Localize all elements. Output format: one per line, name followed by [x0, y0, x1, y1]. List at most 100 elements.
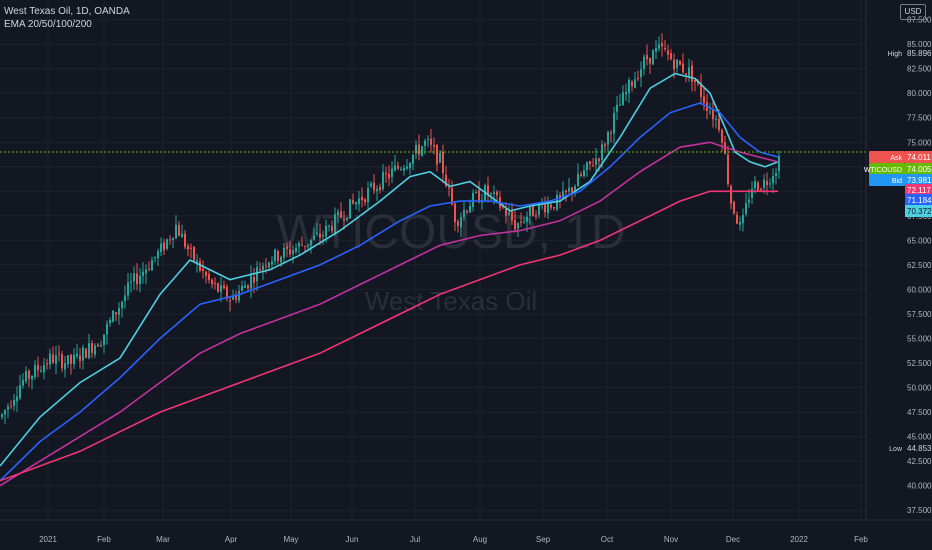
- candle-body: [721, 130, 723, 143]
- candle-body: [184, 233, 186, 247]
- price-labels: High 85.896 Low 44.853 Ask 74.011 WTICOUSD 74.0…: [864, 47, 932, 454]
- currency-button[interactable]: USD: [900, 4, 926, 20]
- candle-body: [121, 301, 123, 308]
- candle-body: [328, 225, 330, 227]
- candle-body: [322, 234, 324, 237]
- candle-body: [652, 50, 654, 65]
- candle-body: [337, 211, 339, 216]
- y-tick-label: 47.500: [907, 408, 932, 417]
- candle-body: [733, 201, 735, 214]
- candle-body: [613, 113, 615, 134]
- candle-body: [463, 210, 465, 217]
- candle-body: [703, 96, 705, 104]
- candle-body: [34, 365, 36, 378]
- candle-body: [190, 247, 192, 249]
- candle-body: [103, 334, 105, 346]
- candle-body: [166, 239, 168, 249]
- candle-body: [490, 193, 492, 195]
- y-tick-label: 37.500: [907, 506, 932, 515]
- candle-body: [241, 285, 243, 291]
- candle-body: [682, 63, 684, 73]
- candle-body: [676, 59, 678, 68]
- candle-body: [517, 223, 519, 229]
- candle-body: [649, 57, 651, 64]
- candle-body: [610, 132, 612, 134]
- candle-body: [439, 152, 441, 163]
- candle-body: [73, 354, 75, 365]
- candle-body: [691, 65, 693, 82]
- candle-body: [358, 198, 360, 205]
- candle-body: [637, 77, 639, 80]
- candle-body: [646, 54, 648, 60]
- candle-body: [133, 273, 135, 282]
- candle-body: [280, 256, 282, 263]
- candle-body: [769, 183, 771, 185]
- candle-body: [157, 251, 159, 259]
- x-tick-label: Jun: [346, 535, 359, 544]
- y-tick-label: 75.000: [907, 138, 932, 147]
- candle-body: [298, 243, 300, 247]
- candle-body: [667, 50, 669, 55]
- candle-body: [55, 355, 57, 364]
- candle-body: [136, 273, 138, 285]
- candle-body: [598, 158, 600, 162]
- candle-body: [562, 191, 564, 198]
- candle-body: [658, 44, 660, 49]
- symbol-label-tag: WTICOUSD: [864, 167, 902, 174]
- candle-body: [550, 204, 552, 208]
- candle-body: [589, 161, 591, 164]
- candle-body: [232, 295, 234, 300]
- x-tick-label: Feb: [854, 535, 868, 544]
- candle-body: [286, 246, 288, 250]
- x-tick-label: Mar: [156, 535, 170, 544]
- candle-body: [496, 191, 498, 196]
- candle-body: [508, 212, 510, 215]
- high-label-value: 85.896: [907, 49, 932, 58]
- candle-body: [457, 221, 459, 226]
- low-label-tag-bg: [869, 442, 905, 454]
- candle-body: [400, 169, 402, 171]
- candle-body: [670, 53, 672, 60]
- symbol-label-bg: [905, 163, 932, 175]
- candle-body: [772, 176, 774, 184]
- bid-label-tag-bg: [869, 174, 905, 186]
- ema100-value-value: 72.117: [907, 186, 931, 195]
- candle-body: [340, 211, 342, 218]
- candle-body: [736, 214, 738, 224]
- candle-body: [472, 192, 474, 208]
- candle-body: [604, 144, 606, 146]
- candle-body: [94, 345, 96, 355]
- ema50-value-value: 71.184: [907, 196, 932, 205]
- candle-body: [718, 118, 720, 131]
- candle-body: [664, 47, 666, 50]
- candle-body: [127, 282, 129, 296]
- candle-body: [388, 173, 390, 179]
- candle-body: [211, 279, 213, 285]
- candle-body: [514, 220, 516, 230]
- y-tick-label: 65.000: [907, 236, 932, 245]
- candle-body: [238, 291, 240, 301]
- candle-body: [715, 118, 717, 120]
- candle-body: [430, 138, 432, 145]
- y-tick-label: 55.000: [907, 334, 932, 343]
- candle-body: [442, 151, 444, 174]
- candle-body: [571, 187, 573, 192]
- x-tick-label: Dec: [726, 535, 740, 544]
- candle-body: [547, 203, 549, 214]
- candle-body: [775, 173, 777, 177]
- y-tick-label: 77.500: [907, 114, 932, 123]
- candle-body: [391, 168, 393, 177]
- x-tick-label: Feb: [97, 535, 111, 544]
- candle-body: [106, 323, 108, 335]
- candle-body: [145, 269, 147, 274]
- time-axis[interactable]: 2021 Feb Mar Apr May Jun Jul Aug Sep Oct Nov Dec 202…: [0, 519, 932, 544]
- candle-body: [205, 271, 207, 276]
- price-axis[interactable]: 37.500 40.000 42.500 45.000 47.500 50.000 52.5…: [865, 0, 932, 520]
- candle-body: [445, 174, 447, 187]
- candle-body: [451, 187, 453, 205]
- y-tick-label: 60.000: [907, 285, 932, 294]
- ema50-value-bg: [905, 194, 932, 206]
- candle-body: [115, 312, 117, 315]
- candle-body: [418, 144, 420, 155]
